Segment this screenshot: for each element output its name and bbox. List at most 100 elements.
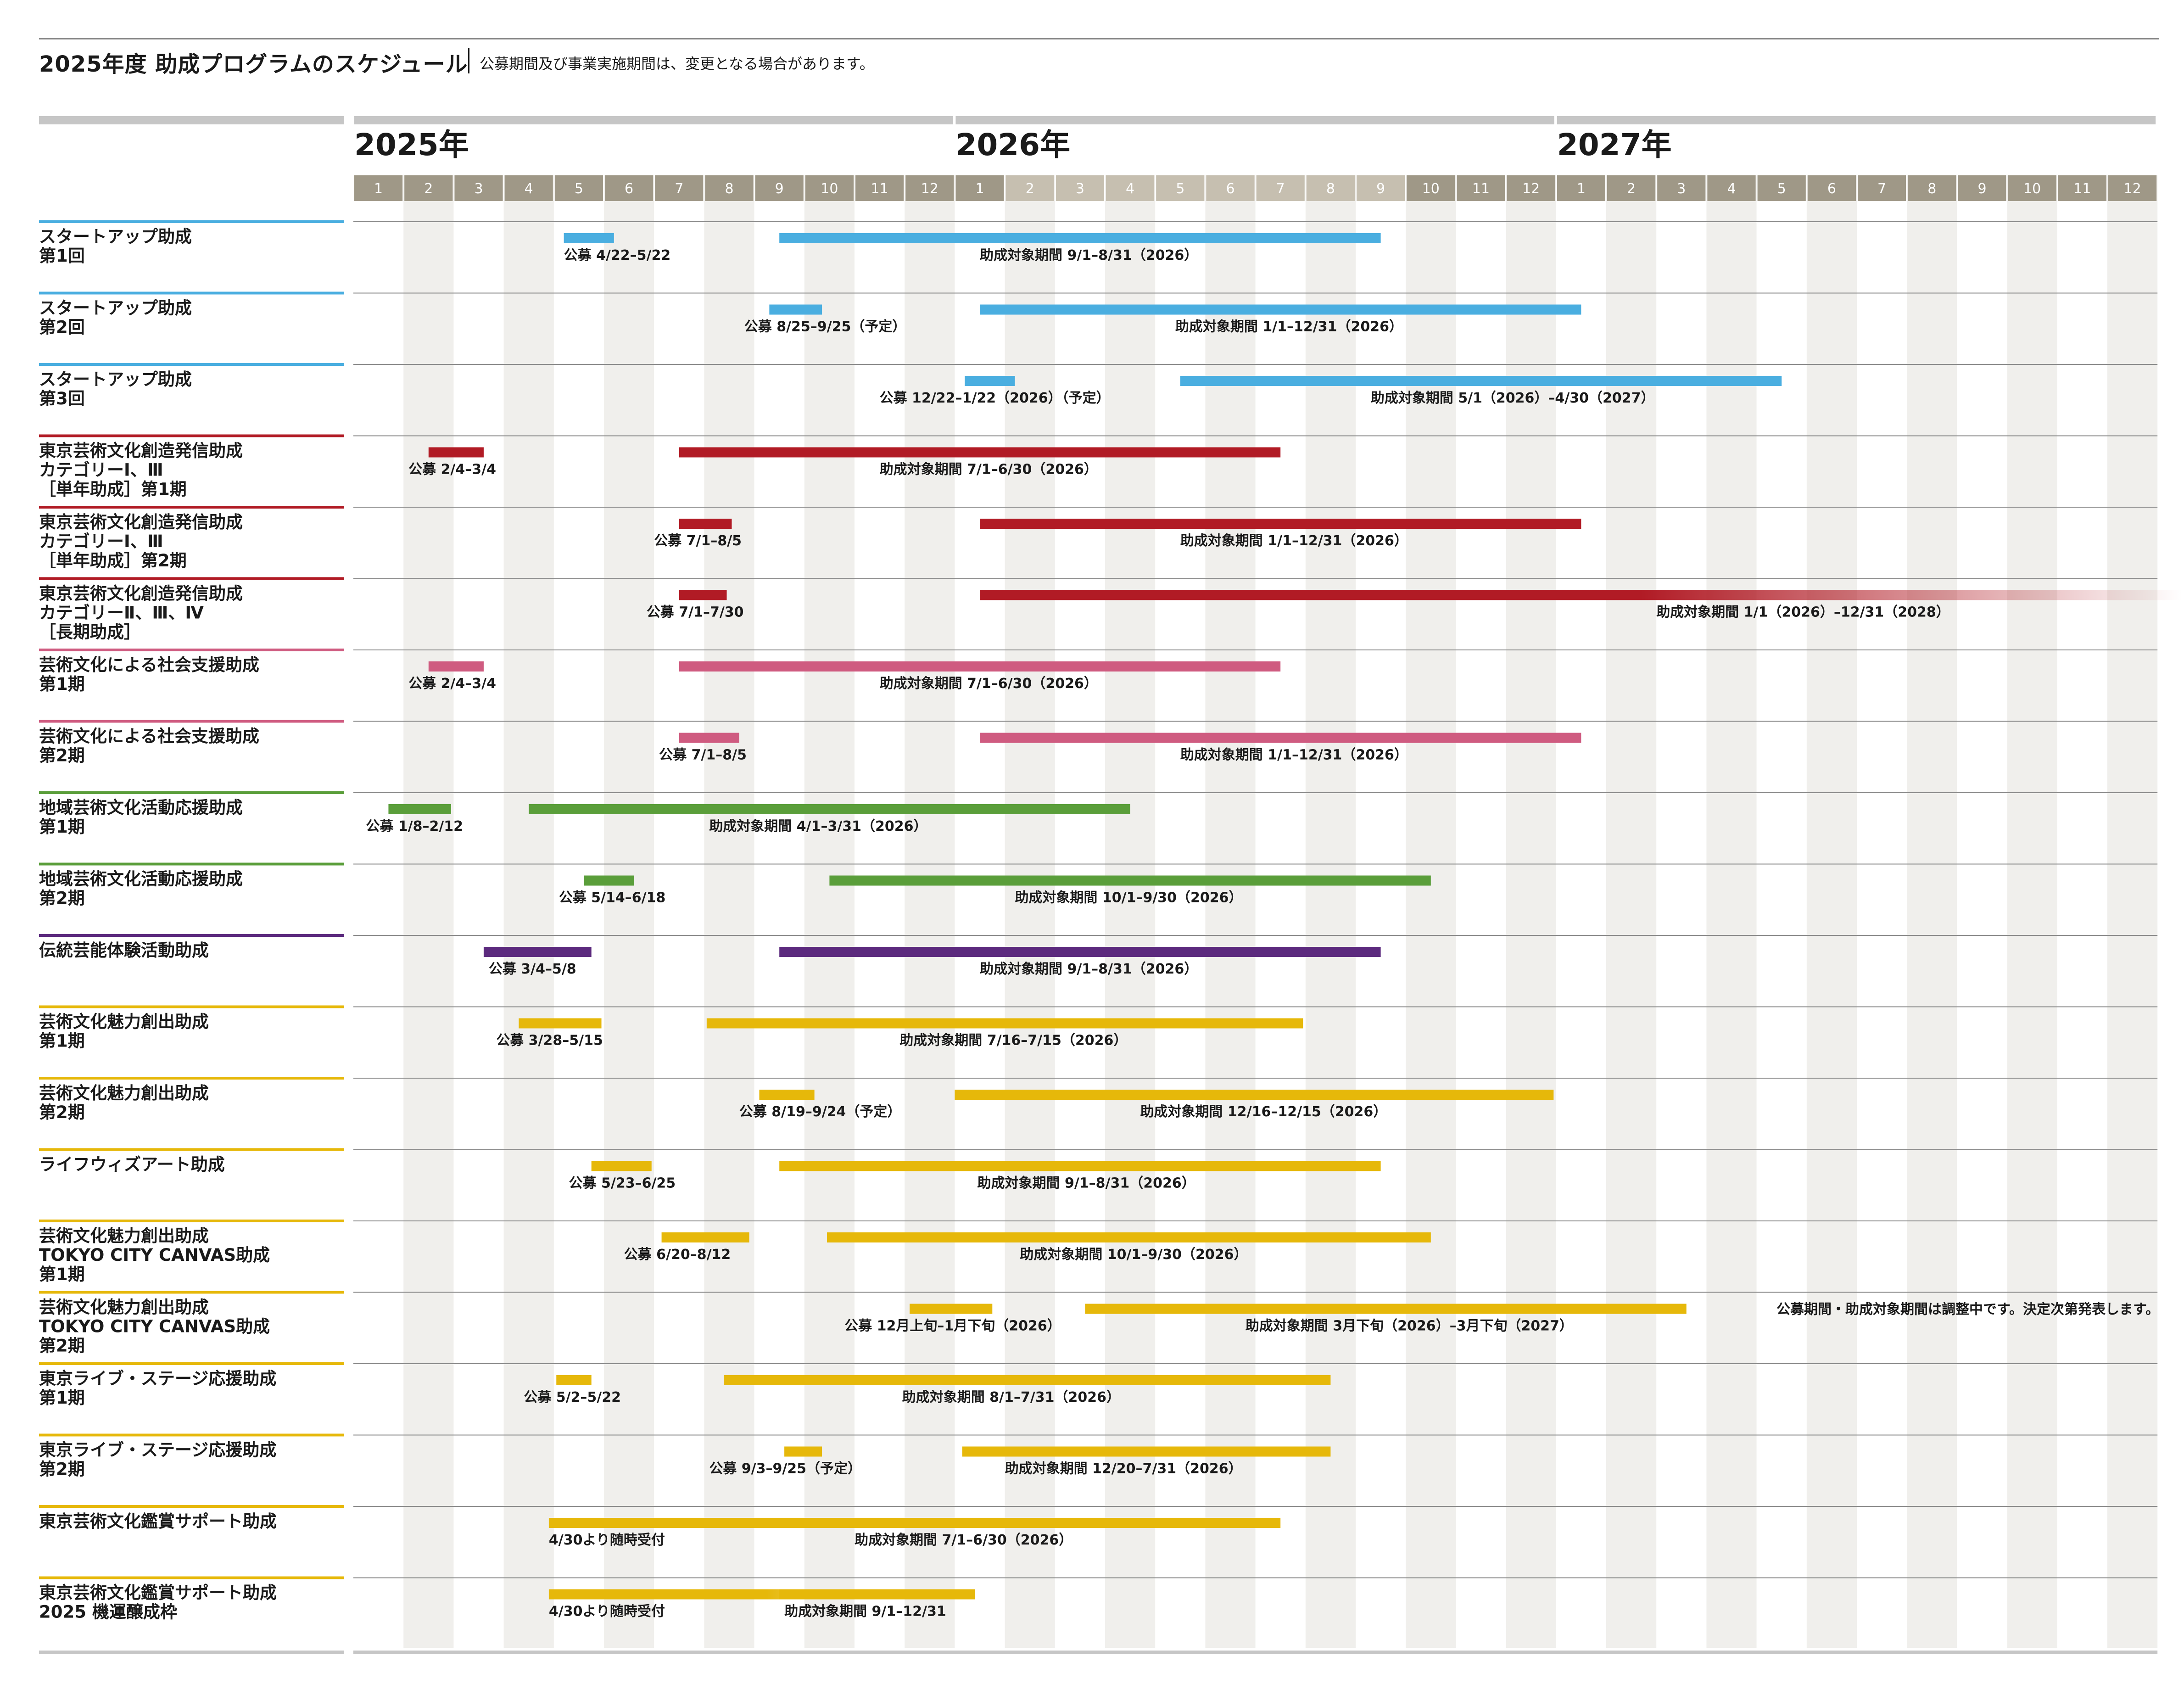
row-label: 東京芸術文化創造発信助成 xyxy=(39,512,243,532)
application-period-bar xyxy=(784,1446,822,1457)
grant-period-bar xyxy=(679,447,1281,458)
row-label: ［長期助成］ xyxy=(39,622,141,642)
bottom-rule xyxy=(353,1651,2158,1654)
grant-period-bar xyxy=(1085,1304,1687,1314)
month-header-cell xyxy=(2058,175,2106,201)
row-label-rule xyxy=(39,1505,344,1508)
row-label-rule xyxy=(39,577,344,580)
row-label: 芸術文化による社会支援助成 xyxy=(39,727,259,746)
grant-period-label: 助成対象期間 1/1–12/31（2026） xyxy=(1180,747,1408,763)
row-label-rule xyxy=(39,1077,344,1080)
month-header-cell xyxy=(1407,175,1455,201)
month-label: 12 xyxy=(2124,181,2141,197)
row-label-rule xyxy=(39,220,344,223)
month-header-cell xyxy=(755,175,804,201)
page-title: 2025年度 助成プログラムのスケジュール xyxy=(39,51,468,77)
row-label: 第1期 xyxy=(39,1031,85,1051)
month-label: 3 xyxy=(474,181,483,197)
month-label: 4 xyxy=(1126,181,1134,197)
month-label: 7 xyxy=(675,181,683,197)
grant-period-label: 助成対象期間 7/1–6/30（2026） xyxy=(880,462,1098,478)
month-header-cell xyxy=(1557,175,1605,201)
year-rule xyxy=(1557,116,2156,124)
application-period-bar xyxy=(556,1375,592,1385)
month-label: 2 xyxy=(1627,181,1636,197)
row-note: 公募期間・助成対象期間は調整中です。決定次第発表します。 xyxy=(1776,1302,2159,1318)
month-label: 7 xyxy=(1877,181,1886,197)
month-column-shade xyxy=(604,175,654,1648)
month-label: 4 xyxy=(525,181,533,197)
title-separator xyxy=(468,48,469,73)
month-label: 8 xyxy=(725,181,733,197)
month-label: 1 xyxy=(975,181,984,197)
grant-period-bar xyxy=(724,1375,1331,1385)
application-period-label: 公募 7/1–8/5 xyxy=(654,533,742,549)
grant-period-label: 助成対象期間 10/1–9/30（2026） xyxy=(1015,890,1242,906)
grant-period-bar xyxy=(779,233,1381,243)
row-label: カテゴリーⅠ、Ⅲ xyxy=(39,532,163,551)
month-header-cell xyxy=(1457,175,1505,201)
month-label: 5 xyxy=(1176,181,1184,197)
grant-period-label: 助成対象期間 5/1（2026）–4/30（2027） xyxy=(1371,390,1655,406)
month-header-cell xyxy=(1807,175,1856,201)
application-period-bar xyxy=(519,1018,602,1029)
month-header-cell xyxy=(1256,175,1305,201)
month-column-shade xyxy=(1506,175,1556,1648)
grant-period-bar xyxy=(980,590,2183,600)
row-label: カテゴリーⅠ、Ⅲ xyxy=(39,460,163,480)
row-label-rule xyxy=(39,1220,344,1222)
grant-period-bar xyxy=(706,1018,1303,1029)
month-column-shade xyxy=(1907,175,1957,1648)
grant-period-bar xyxy=(980,304,1581,315)
month-column-shade xyxy=(704,175,754,1648)
month-column-shade xyxy=(1105,175,1156,1648)
month-column-shade xyxy=(1406,175,1456,1648)
application-period-bar xyxy=(564,233,614,243)
application-period-bar xyxy=(679,733,739,743)
month-header-cell xyxy=(805,175,854,201)
row-label: 第1期 xyxy=(39,1265,85,1284)
month-label: 3 xyxy=(1677,181,1686,197)
application-period-label: 公募 7/1–8/5 xyxy=(659,747,747,763)
month-header-cell xyxy=(955,175,1004,201)
row-label: 2025 機運醸成枠 xyxy=(39,1602,177,1622)
grant-period-bar xyxy=(679,1518,1281,1528)
month-header-cell xyxy=(705,175,754,201)
month-header-cell xyxy=(1908,175,1956,201)
month-label: 8 xyxy=(1927,181,1936,197)
row-label-rule xyxy=(39,506,344,509)
month-header-cell xyxy=(1106,175,1155,201)
grant-period-bar xyxy=(779,1161,1381,1171)
grant-period-label: 助成対象期間 1/1–12/31（2026） xyxy=(1175,319,1403,335)
month-label: 1 xyxy=(374,181,383,197)
grant-period-label: 助成対象期間 7/16–7/15（2026） xyxy=(899,1033,1127,1049)
month-column-shade xyxy=(1706,175,1757,1648)
month-column-shade xyxy=(2007,175,2057,1648)
month-label: 5 xyxy=(1777,181,1786,197)
month-label: 5 xyxy=(575,181,583,197)
grant-period-bar xyxy=(955,1090,1554,1100)
grant-period-bar xyxy=(529,804,1130,814)
month-label: 10 xyxy=(1422,181,1440,197)
year-rule xyxy=(955,116,1554,124)
row-label-rule xyxy=(39,720,344,723)
row-label-rule xyxy=(39,1148,344,1151)
row-label: 第1期 xyxy=(39,817,85,837)
grant-period-bar xyxy=(980,519,1581,529)
month-header-cell xyxy=(605,175,654,201)
row-label-rule xyxy=(39,434,344,437)
year-label: 2026年 xyxy=(955,127,1070,162)
month-label: 10 xyxy=(821,181,838,197)
row-divider xyxy=(353,1506,2158,1507)
row-divider xyxy=(353,1363,2158,1364)
row-label: 第2回 xyxy=(39,318,85,337)
row-label: 第1回 xyxy=(39,246,85,266)
application-period-label: 公募 4/22–5/22 xyxy=(564,247,671,263)
application-period-label: 公募 8/25–9/25（予定） xyxy=(744,319,906,335)
application-period-bar xyxy=(759,1090,815,1100)
application-period-label: 公募 3/28–5/15 xyxy=(496,1033,603,1049)
grant-period-label: 助成対象期間 9/1–8/31（2026） xyxy=(977,1175,1195,1192)
month-header-cell xyxy=(1056,175,1104,201)
month-header-cell xyxy=(554,175,603,201)
grant-period-label: 助成対象期間 8/1–7/31（2026） xyxy=(902,1389,1120,1405)
